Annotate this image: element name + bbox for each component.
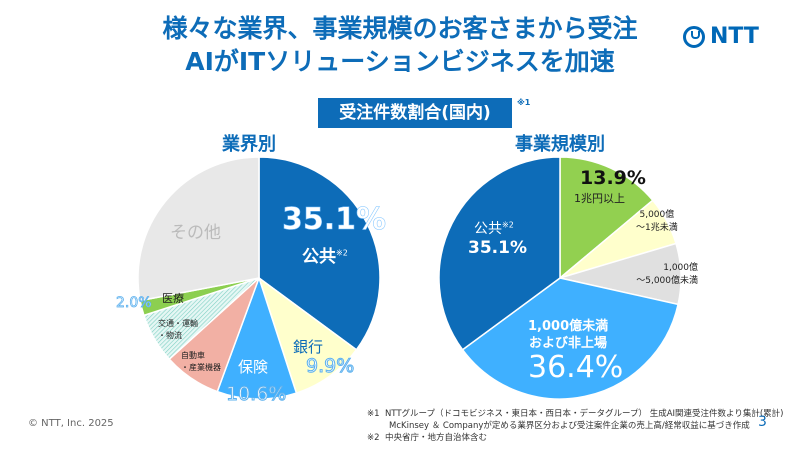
pie-slice-その他 (137, 156, 260, 302)
label-other: その他 (170, 223, 221, 243)
label-medical: 医療 (162, 292, 184, 305)
label-insurance: 保険 (238, 358, 269, 376)
chart-title-scale: 事業規模別 (515, 134, 605, 155)
label-1k: 1,000億 〜5,000億未満 (636, 263, 698, 286)
page-number: 3 (758, 414, 767, 430)
ntt-logo: NTT (683, 24, 759, 49)
label-auto: 自動車 ・産業機器 (181, 351, 221, 372)
label-public-r-pct: 35.1% (468, 238, 527, 258)
section-badge: 受注件数割合(国内) (318, 98, 512, 128)
label-small-pct: 36.4% (528, 350, 624, 385)
pie-slice-銀行 (257, 276, 358, 395)
label-5k: 5,000億 〜1兆未満 (636, 210, 678, 233)
label-bank-pct: 9.9% (305, 355, 355, 378)
pie-slice-公共 (258, 156, 381, 351)
label-1t: 1兆円以上 (574, 192, 625, 205)
copyright: © NTT, Inc. 2025 (28, 418, 114, 429)
badge-note: ※1 (517, 98, 531, 107)
page-title: 様々な業界、事業規模のお客さまから受注 AIがITソリューションビジネスを加速 (162, 14, 638, 76)
label-1t-pct: 13.9% (580, 167, 646, 189)
pie-slice-公共 (438, 156, 561, 351)
ntt-logo-icon (683, 25, 705, 48)
label-small: 1,000億未満 および非上場 (528, 319, 609, 351)
footnotes: ※1 NTTグループ（ドコモビジネス・東日本・西日本・データグループ） 生成AI… (367, 409, 784, 443)
label-public-pct: 35.1% (282, 202, 387, 238)
pie-slice-1兆円以上 (559, 156, 654, 280)
pie-slice-保険 (216, 275, 298, 400)
label-public: 公共※2 (302, 247, 348, 267)
label-medical-pct: 2.0% (116, 295, 152, 312)
label-bank: 銀行 (293, 338, 324, 356)
label-insurance-pct: 10.6% (225, 383, 287, 406)
chart-title-industry: 業界別 (222, 134, 276, 155)
pie-slice-1,000億未満および非上場 (461, 277, 679, 400)
label-transport: 交通・運輸 ・物流 (158, 319, 198, 340)
label-public-r: 公共※2 (474, 220, 514, 237)
